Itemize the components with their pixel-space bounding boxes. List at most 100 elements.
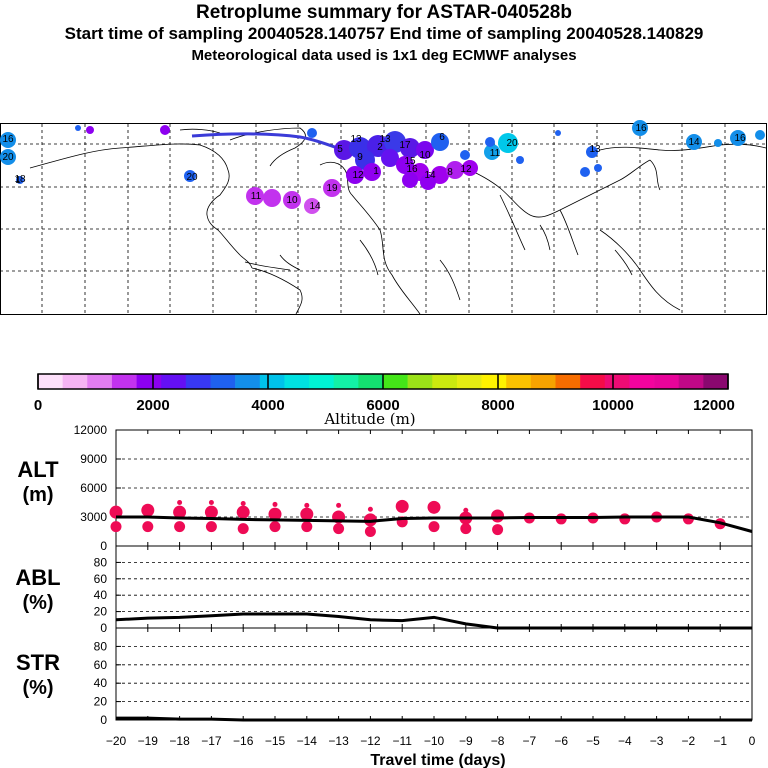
x-tick-label: −5 — [586, 734, 600, 748]
altitude-cluster-point — [110, 521, 122, 533]
map-label: 16 — [2, 134, 14, 145]
map-label: 1 — [373, 166, 379, 177]
colorbar-tick-label: 12000 — [693, 397, 735, 414]
map-label: 18 — [14, 174, 26, 185]
sampling-times: Start time of sampling 20040528.140757 E… — [64, 24, 704, 43]
alt-axis-title: ALT — [17, 457, 59, 482]
alt-panel: 0 3000 6000 9000 12000 — [74, 423, 753, 553]
colorbar-swatch — [383, 374, 408, 389]
colorbar-tick-label: 6000 — [366, 397, 399, 414]
map-label: 12 — [352, 170, 364, 181]
x-tick-label: −11 — [392, 734, 412, 748]
altitude-cluster-point — [237, 523, 249, 535]
colorbar-swatch — [284, 374, 310, 389]
colorbar-swatch — [111, 374, 137, 389]
x-tick-label: −3 — [650, 734, 664, 748]
str-panel: 0 20 40 60 80 — [94, 627, 753, 727]
altitude-cluster-point — [109, 505, 123, 519]
chart-title: Retroplume summary for ASTAR-040528b — [196, 2, 572, 23]
panel-frame — [115, 627, 753, 721]
x-tick-label: −10 — [424, 734, 445, 748]
map-label: 5 — [337, 144, 343, 155]
map-label: 20 — [2, 152, 14, 163]
y-tick-label: 0 — [100, 539, 107, 553]
altitude-cluster-point — [367, 506, 373, 512]
x-tick-label: −8 — [491, 734, 505, 748]
map-label: 13 — [379, 134, 391, 145]
met-data-note: Meteorological data used is 1x1 deg ECMW… — [191, 47, 577, 64]
abl-axis-title: ABL — [15, 565, 60, 590]
altitude-cluster-point — [395, 499, 409, 513]
colorbar-swatch — [407, 374, 433, 389]
map-label: 2 — [377, 142, 383, 153]
map-label: 16 — [406, 164, 418, 175]
colorbar-swatch — [654, 374, 680, 389]
map-label: 16 — [635, 123, 647, 134]
map-label: 14 — [688, 137, 700, 148]
altitude-cluster-point — [272, 501, 278, 507]
map-label: 6 — [439, 132, 445, 143]
colorbar-swatch — [136, 374, 162, 389]
map-label: 11 — [251, 191, 262, 202]
colorbar-tick-label: 0 — [34, 397, 42, 414]
x-tick-label: −7 — [523, 734, 537, 748]
altitude-cluster-point — [463, 507, 469, 513]
colorbar-swatch — [358, 374, 384, 389]
map-label: 14 — [424, 170, 436, 181]
colorbar-swatch — [604, 374, 630, 389]
altitude-cluster-point — [268, 507, 282, 521]
map-label: 20 — [186, 172, 198, 183]
x-tick-label: −9 — [459, 734, 473, 748]
colorbar-swatch — [530, 374, 556, 389]
map-label: 16 — [734, 133, 746, 144]
altitude-cluster-point — [304, 502, 310, 508]
x-tick-label: −19 — [138, 734, 159, 748]
y-tick-label: 0 — [100, 713, 107, 727]
colorbar-tick-labels: 0 2000 4000 6000 8000 10000 12000 — [34, 397, 735, 414]
altitude-cluster-point — [141, 503, 155, 517]
x-tick-label: −14 — [297, 734, 318, 748]
altitude-cluster-point — [177, 500, 183, 505]
map-label: 15 — [404, 156, 416, 167]
x-tick-label: −18 — [169, 734, 190, 748]
altitude-cluster-point — [300, 507, 314, 521]
altitude-cluster-point — [491, 509, 505, 523]
altitude-cluster-point — [269, 521, 281, 533]
plume-trajectory — [191, 132, 345, 152]
abl-axis-unit: (%) — [22, 592, 53, 614]
str-axis-title: STR — [16, 650, 60, 675]
colorbar-swatch — [87, 374, 113, 389]
colorbar-swatch — [38, 374, 63, 389]
x-tick-label: −1 — [713, 734, 727, 748]
series-line — [116, 515, 753, 533]
colorbar-swatch — [309, 374, 335, 389]
coastlines — [29, 127, 767, 315]
y-tick-label: 80 — [94, 555, 108, 569]
colorbar-swatch — [580, 374, 606, 389]
x-tick-label: −12 — [360, 734, 381, 748]
travel-time-axis: −20 −19 −18 −17 −16 −15 −14 −13 −12 −11 −10 −9 −8 −7−… — [106, 734, 756, 748]
y-tick-label: 60 — [94, 658, 108, 672]
y-tick-label: 20 — [94, 605, 108, 619]
colorbar-swatch — [703, 374, 729, 389]
y-tick-label: 60 — [94, 572, 108, 586]
colorbar-tick-label: 10000 — [592, 397, 634, 414]
x-tick-label: −16 — [233, 734, 254, 748]
altitude-cluster-point — [427, 500, 441, 514]
altitude-cluster-point — [619, 513, 631, 525]
colorbar-swatch — [506, 374, 532, 389]
colorbar-tick-label: 2000 — [136, 397, 169, 414]
altitude-cluster-point — [333, 523, 345, 535]
altitude-cluster-point — [173, 505, 187, 519]
altitude-cluster-point — [240, 500, 246, 506]
altitude-cluster-point — [492, 524, 504, 536]
colorbar-swatch — [235, 374, 261, 389]
colorbar-swatch — [456, 374, 482, 389]
y-tick-label: 12000 — [74, 423, 108, 437]
plume-clusters — [0, 120, 765, 214]
colorbar-tick-label: 4000 — [251, 397, 284, 414]
y-tick-label: 40 — [94, 588, 108, 602]
